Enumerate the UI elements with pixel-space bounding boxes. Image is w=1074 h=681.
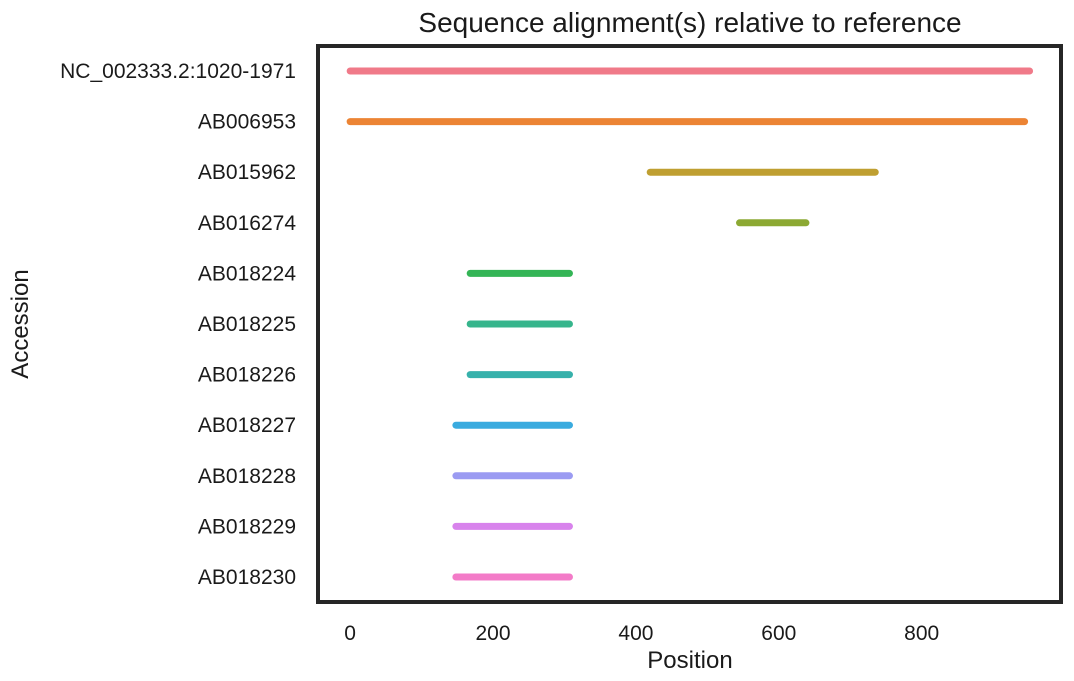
y-tick-label: AB015962 bbox=[198, 161, 296, 184]
y-tick-label: AB018227 bbox=[198, 414, 296, 437]
x-axis-label: Position bbox=[647, 647, 732, 674]
chart-title: Sequence alignment(s) relative to refere… bbox=[418, 7, 961, 38]
x-tick-labels: 0 200 400 600 800 bbox=[344, 622, 939, 645]
y-tick-labels: NC_002333.2:1020-1971 AB006953 AB015962 AB0… bbox=[60, 60, 296, 589]
x-tick-label: 400 bbox=[618, 622, 653, 645]
y-axis-label: Accession bbox=[7, 269, 34, 378]
y-tick-label: AB018229 bbox=[198, 515, 296, 538]
x-tick-label: 200 bbox=[476, 622, 511, 645]
y-tick-label: AB016274 bbox=[198, 212, 296, 235]
y-tick-label: AB018228 bbox=[198, 465, 296, 488]
x-tick-label: 600 bbox=[761, 622, 796, 645]
x-tick-label: 800 bbox=[904, 622, 939, 645]
y-tick-label: AB018225 bbox=[198, 313, 296, 336]
x-tick-label: 0 bbox=[344, 622, 356, 645]
alignment-segments bbox=[346, 67, 1034, 581]
y-tick-label: AB018226 bbox=[198, 364, 296, 387]
y-tick-label: AB006953 bbox=[198, 111, 296, 134]
y-tick-label: NC_002333.2:1020-1971 bbox=[60, 60, 296, 83]
y-tick-label: AB018230 bbox=[198, 566, 296, 589]
plot-frame bbox=[316, 44, 1063, 604]
y-tick-label: AB018224 bbox=[198, 262, 296, 285]
